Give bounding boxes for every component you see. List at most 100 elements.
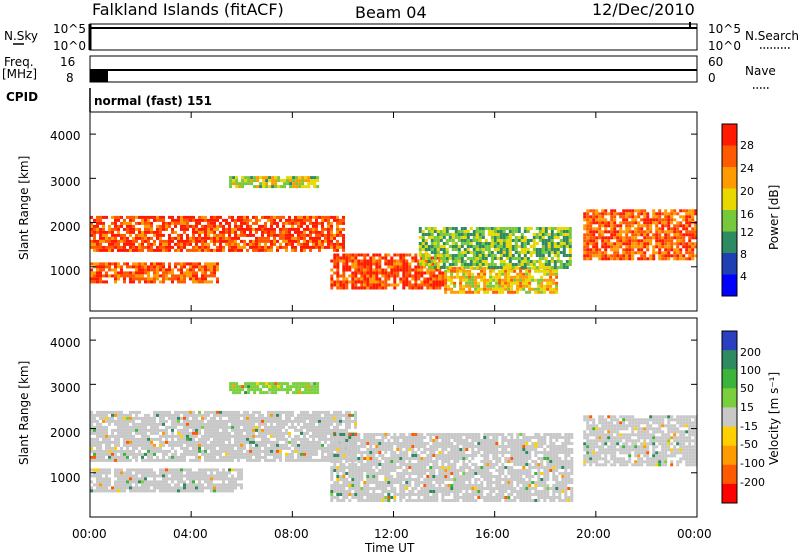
velocity-echo-cell	[324, 425, 327, 429]
power-echo-cell	[432, 283, 436, 287]
velocity-echo-cell	[174, 471, 177, 475]
velocity-echo-cell	[294, 446, 297, 450]
velocity-echo-cell	[297, 443, 300, 447]
power-echo-cell	[265, 182, 269, 186]
power-echo-cell	[249, 227, 252, 231]
power-echo-cell	[307, 185, 311, 189]
power-echo-cell	[135, 245, 138, 249]
velocity-echo-cell	[150, 455, 153, 459]
power-echo-cell	[667, 233, 671, 237]
power-echo-cell	[466, 257, 470, 260]
velocity-echo-cell	[348, 439, 352, 442]
velocity-echo-cell	[99, 413, 102, 417]
power-echo-cell	[487, 254, 491, 257]
power-echo-cell	[384, 262, 388, 266]
power-echo-cell	[354, 274, 358, 278]
power-echo-cell	[528, 287, 532, 291]
power-echo-cell	[438, 280, 442, 284]
velocity-echo-cell	[102, 452, 105, 456]
velocity-echo-cell	[105, 413, 108, 417]
velocity-echo-cell	[351, 439, 355, 442]
power-echo-cell	[423, 280, 427, 284]
velocity-echo-cell	[360, 454, 364, 457]
power-echo-cell	[514, 236, 518, 239]
power-echo-cell	[540, 287, 544, 291]
power-echo-cell	[541, 242, 545, 245]
velocity-echo-cell	[186, 431, 189, 435]
velocity-echo-cell	[312, 452, 315, 456]
power-echo-cell	[691, 212, 695, 216]
power-echo-cell	[474, 290, 478, 294]
power-echo-cell	[565, 266, 569, 269]
power-echo-cell	[493, 257, 497, 260]
velocity-echo-cell	[381, 481, 385, 484]
power-echo-cell	[519, 275, 523, 279]
velocity-echo-cell	[108, 437, 111, 441]
velocity-echo-cell	[123, 489, 126, 493]
power-echo-cell	[619, 245, 623, 249]
power-echo-cell	[114, 221, 117, 225]
power-echo-cell	[417, 274, 421, 278]
velocity-echo-cell	[354, 466, 358, 469]
velocity-echo-cell	[186, 452, 189, 456]
power-echo-cell	[523, 239, 527, 242]
velocity-echo-cell	[315, 458, 318, 462]
power-echo-cell	[333, 236, 336, 240]
power-echo-cell	[300, 248, 303, 252]
velocity-echo-cell	[258, 455, 261, 459]
power-echo-cell	[244, 176, 248, 180]
velocity-echo-cell	[336, 472, 340, 475]
power-echo-cell	[207, 242, 210, 246]
power-echo-cell	[126, 239, 129, 243]
velocity-echo-cell	[93, 455, 96, 459]
power-echo-cell	[427, 263, 431, 266]
velocity-echo-cell	[105, 452, 108, 456]
velocity-echo-cell	[195, 434, 198, 438]
velocity-echo-cell	[342, 481, 346, 484]
power-echo-cell	[445, 257, 449, 260]
power-echo-cell	[532, 251, 536, 254]
power-echo-cell	[649, 221, 653, 225]
velocity-echo-cell	[177, 486, 180, 490]
power-echo-layer	[90, 176, 698, 294]
power-echo-cell	[664, 239, 668, 243]
velocity-echo-cell	[399, 481, 403, 484]
power-echo-cell	[222, 230, 225, 234]
velocity-echo-cell	[279, 443, 282, 447]
velocity-echo-cell	[180, 468, 183, 472]
power-echo-cell	[643, 236, 647, 240]
power-echo-cell	[490, 251, 494, 254]
power-echo-cell	[336, 239, 339, 243]
power-echo-cell	[270, 227, 273, 231]
power-echo-cell	[694, 209, 698, 213]
velocity-echo-cell	[186, 468, 189, 472]
velocity-echo-cell	[210, 431, 213, 435]
velocity-echo-cell	[336, 487, 340, 490]
velocity-echo-cell	[345, 478, 349, 481]
power-echo-cell	[396, 283, 400, 287]
velocity-echo-cell	[279, 428, 282, 432]
power-echo-cell	[402, 265, 406, 269]
power-echo-cell	[147, 230, 150, 234]
power-echo-cell	[540, 278, 544, 282]
velocity-echo-cell	[114, 455, 117, 459]
power-echo-cell	[243, 245, 246, 249]
power-echo-cell	[195, 227, 198, 231]
power-echo-cell	[477, 275, 481, 279]
velocity-echo-cell	[144, 443, 147, 447]
velocity-echo-cell	[339, 469, 343, 472]
velocity-echo-cell	[192, 416, 195, 420]
power-echo-cell	[114, 274, 117, 278]
velocity-echo-cell	[270, 440, 273, 444]
velocity-echo-cell	[165, 449, 168, 453]
power-echo-cell	[303, 236, 306, 240]
velocity-echo-cell	[111, 419, 114, 423]
power-echo-cell	[102, 245, 105, 249]
power-echo-cell	[426, 268, 430, 272]
velocity-echo-cell	[153, 443, 156, 447]
power-echo-cell	[306, 242, 309, 246]
power-echo-cell	[655, 242, 659, 246]
power-echo-cell	[378, 277, 382, 281]
power-echo-cell	[336, 265, 340, 269]
power-echo-cell	[565, 263, 569, 266]
